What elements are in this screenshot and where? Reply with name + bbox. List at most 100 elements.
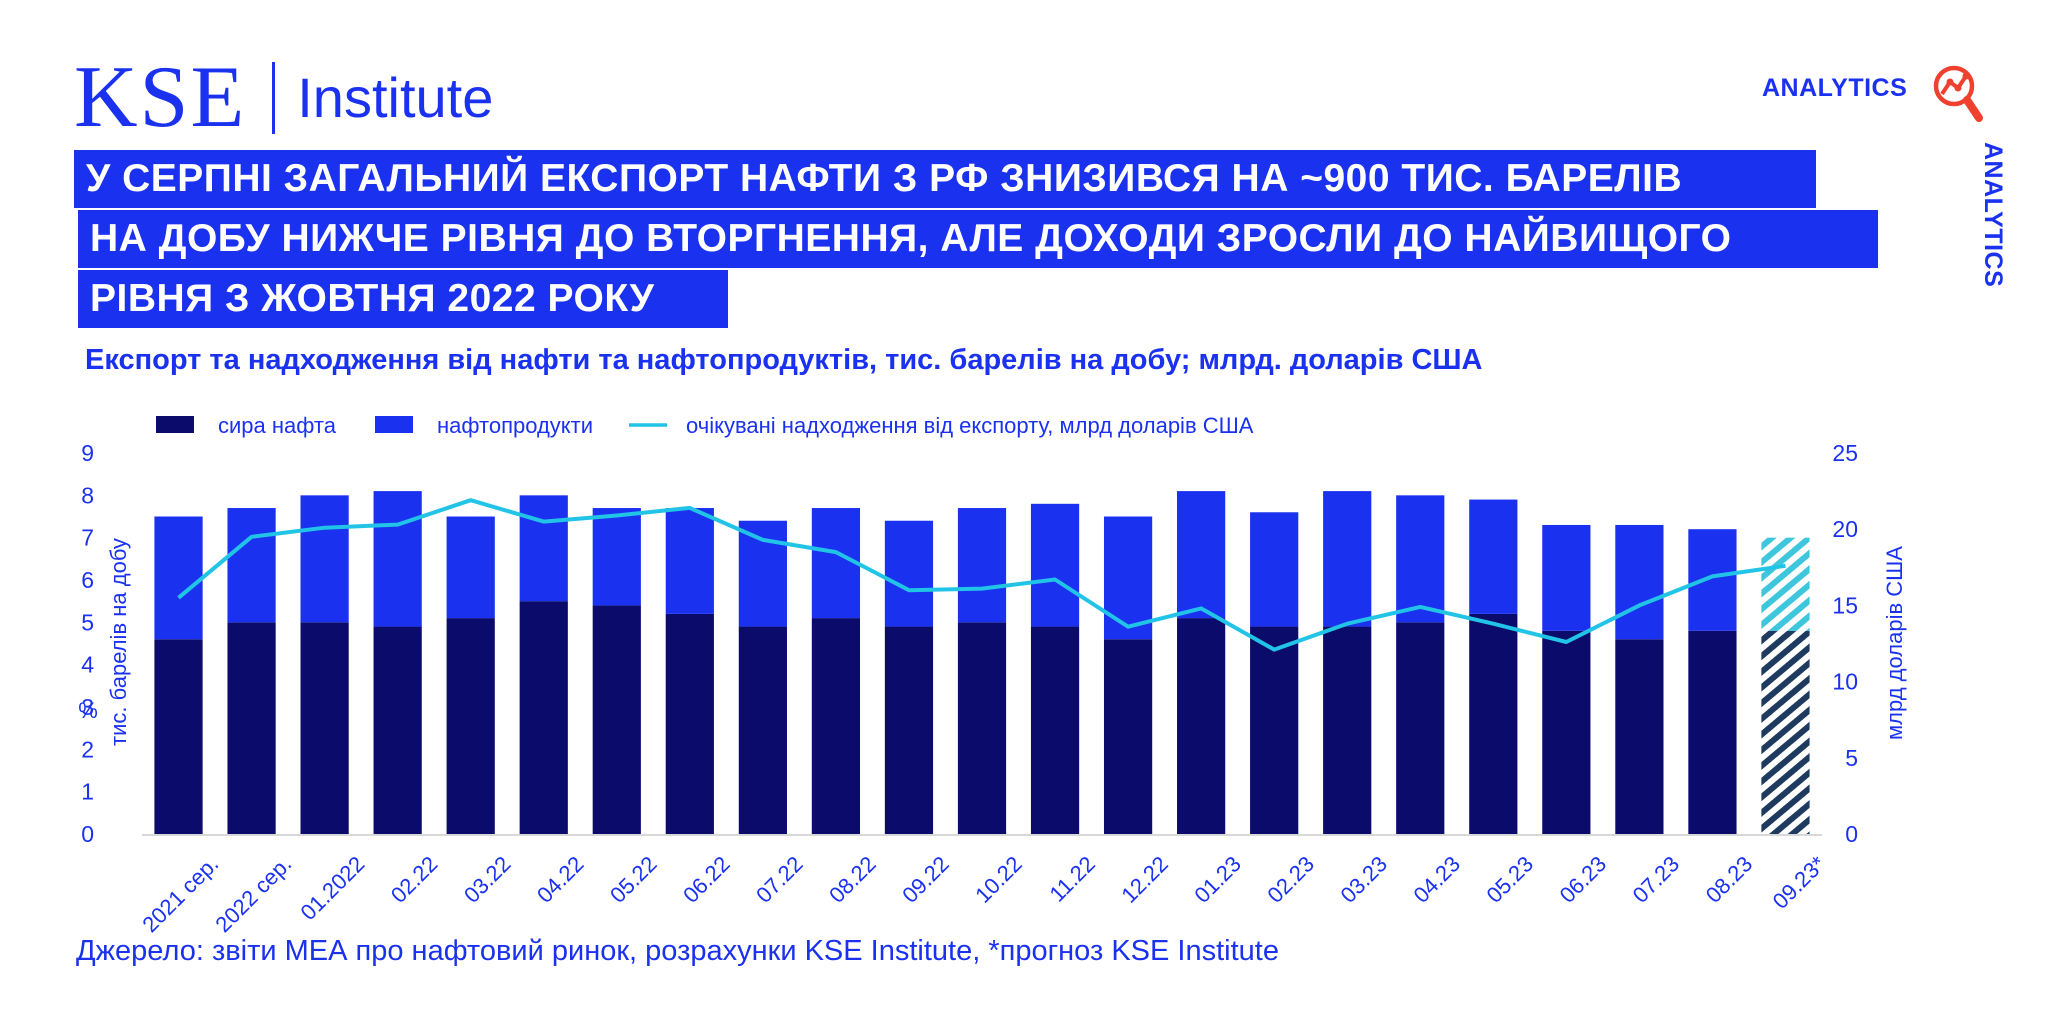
revenue-line xyxy=(177,498,1786,652)
products-bar xyxy=(227,508,276,623)
products-bar xyxy=(811,508,861,619)
products-bar xyxy=(665,508,714,614)
crude-bar xyxy=(446,618,495,834)
y2-tick-label: 0 xyxy=(1845,821,1858,847)
crude-bar xyxy=(1688,630,1737,834)
analytics-magnifier-icon xyxy=(1933,65,1983,122)
crude-bar xyxy=(1469,613,1518,834)
x-tick-label: 10.22 xyxy=(970,851,1027,908)
legend-swatch-products xyxy=(375,416,413,433)
x-tick-label: 01.2022 xyxy=(296,851,370,925)
y-tick-label: 3 xyxy=(81,694,94,720)
crude-bar xyxy=(1542,630,1591,834)
x-tick-label: 08.22 xyxy=(824,851,881,908)
products-bar xyxy=(592,508,641,606)
products-bar xyxy=(1250,512,1299,627)
products-bar xyxy=(1615,524,1664,640)
chart-subtitle: Експорт та надходження від нафти та нафт… xyxy=(85,344,1483,376)
crude-bar xyxy=(1396,622,1445,834)
y2-tick-label: 25 xyxy=(1832,440,1858,466)
y-tick-label: 7 xyxy=(81,525,94,551)
x-tick-label: 05.22 xyxy=(605,851,662,908)
products-bar xyxy=(446,516,495,619)
products-bar xyxy=(1177,491,1226,619)
y-tick-label: 8 xyxy=(81,482,94,508)
products-bar xyxy=(1542,524,1591,631)
analytics-vertical-label: ANALYTICS xyxy=(1979,142,2007,288)
products-bar xyxy=(738,520,787,627)
title-line-3: РІВНЯ З ЖОВТНЯ 2022 РОКУ xyxy=(78,270,728,328)
legend-label-revenue: очікувані надходження від експорту, млрд… xyxy=(686,413,1254,438)
crude-bar xyxy=(154,639,203,834)
x-tick-label: 11.22 xyxy=(1044,851,1099,906)
y2-axis-title: млрд доларів США xyxy=(1882,546,1907,740)
y2-tick-label: 20 xyxy=(1832,516,1858,542)
x-tick-label: 02.23 xyxy=(1262,851,1319,908)
crude-bar xyxy=(592,605,641,834)
crude-bar xyxy=(519,601,568,834)
y-axis-title: тис. барелів на добу xyxy=(106,538,131,746)
products-bar xyxy=(1030,503,1080,627)
products-bar xyxy=(884,520,934,627)
logo-institute-text: Institute xyxy=(297,66,494,129)
logo-kse-text: KSE xyxy=(74,49,247,146)
x-tick-label: 2022 сер. xyxy=(210,851,296,937)
crude-bar xyxy=(884,626,934,834)
legend-swatch-crude xyxy=(156,416,194,433)
crude-bar xyxy=(1177,618,1226,834)
products-bar xyxy=(1688,529,1737,631)
x-tick-label: 05.23 xyxy=(1482,851,1539,908)
crude-bar xyxy=(738,626,787,834)
title-line-2: НА ДОБУ НИЖЧЕ РІВНЯ ДО ВТОРГНЕННЯ, АЛЕ Д… xyxy=(78,210,1878,268)
crude-bar xyxy=(811,618,861,834)
products-bar xyxy=(154,516,203,640)
crude-bar xyxy=(227,622,276,834)
forecast-products-bar xyxy=(1761,537,1810,631)
crude-bar xyxy=(300,622,349,834)
x-tick-label: 07.23 xyxy=(1628,851,1685,908)
source-note: Джерело: звіти МЕА про нафтовий ринок, р… xyxy=(76,935,1279,967)
products-bar xyxy=(957,508,1007,623)
forecast-crude-bar xyxy=(1761,630,1810,834)
x-tick-label: 06.23 xyxy=(1555,851,1612,908)
x-tick-label: 09.23* xyxy=(1768,851,1831,914)
x-tick-label: 12.22 xyxy=(1116,851,1173,908)
products-bar xyxy=(373,491,422,627)
x-tick-label: 03.23 xyxy=(1335,851,1392,908)
crude-bar xyxy=(957,622,1007,834)
analytics-label: ANALYTICS xyxy=(1762,74,1908,102)
crude-bar xyxy=(1103,639,1153,834)
x-tick-label: 06.22 xyxy=(678,851,735,908)
products-bar xyxy=(1396,495,1445,623)
x-tick-label: 04.22 xyxy=(532,851,589,908)
y2-tick-label: 10 xyxy=(1832,669,1858,695)
x-tick-label: 2021 сер. xyxy=(137,851,223,937)
kse-institute-logo: KSE Institute xyxy=(74,54,494,142)
x-tick-label: 09.22 xyxy=(897,851,954,908)
crude-bar xyxy=(1250,626,1299,834)
y-tick-label: 4 xyxy=(81,652,94,678)
title-line-1: У СЕРПНІ ЗАГАЛЬНИЙ ЕКСПОРТ НАФТИ З РФ ЗН… xyxy=(74,150,1816,208)
products-bar xyxy=(300,495,349,623)
legend-label-crude: сира нафта xyxy=(218,413,337,438)
crude-bar xyxy=(1615,639,1664,834)
y-tick-label: 9 xyxy=(81,440,94,466)
x-tick-label: 01.23 xyxy=(1189,851,1246,908)
x-tick-label: 04.23 xyxy=(1408,851,1465,908)
y-tick-label: 5 xyxy=(81,609,94,635)
y2-tick-label: 15 xyxy=(1832,592,1858,618)
y2-tick-label: 5 xyxy=(1845,745,1858,771)
x-tick-label: 07.22 xyxy=(751,851,808,908)
y-tick-label: 2 xyxy=(81,736,94,762)
products-bar xyxy=(1103,516,1153,640)
products-bar xyxy=(1469,499,1518,614)
x-tick-label: 08.23 xyxy=(1701,851,1758,908)
products-bar xyxy=(519,495,568,602)
legend-label-products: нафтопродукти xyxy=(437,413,593,438)
y-tick-label: 0 xyxy=(81,821,94,847)
logo-divider xyxy=(272,62,276,134)
x-tick-label: 03.22 xyxy=(459,851,516,908)
crude-bar xyxy=(1323,626,1372,834)
x-tick-label: 02.22 xyxy=(386,851,443,908)
